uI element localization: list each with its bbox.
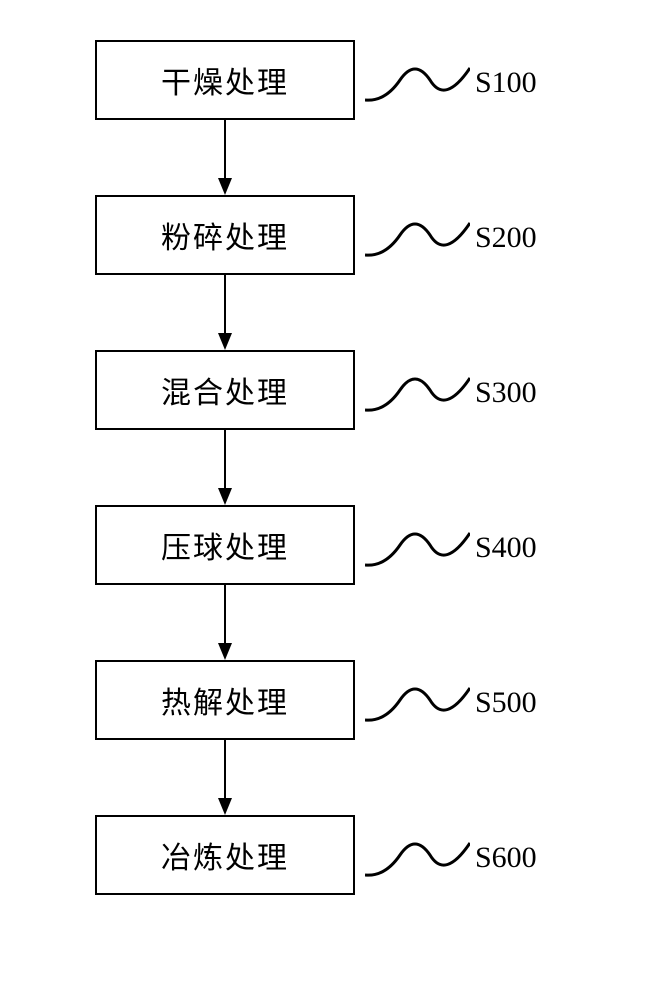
node-box-mixing: 混合处理 <box>95 350 355 430</box>
flowchart-container: 干燥处理 S100 粉碎处理 S200 <box>95 40 595 895</box>
step-label: S500 <box>475 686 537 720</box>
flow-step-3: 混合处理 S300 <box>95 350 595 430</box>
arrow-down-icon <box>215 120 235 195</box>
flow-step-6: 冶炼处理 S600 <box>95 815 595 895</box>
squiggle-connector: S600 <box>365 835 537 880</box>
arrow-down-icon <box>215 430 235 505</box>
squiggle-icon <box>365 60 470 105</box>
arrow-down-icon <box>215 275 235 350</box>
node-box-pelletizing: 压球处理 <box>95 505 355 585</box>
squiggle-icon <box>365 215 470 260</box>
flow-step-5: 热解处理 S500 <box>95 660 595 740</box>
flow-step-4: 压球处理 S400 <box>95 505 595 585</box>
arrow-connector <box>95 120 355 195</box>
squiggle-connector: S400 <box>365 525 537 570</box>
step-label: S400 <box>475 531 537 565</box>
squiggle-icon <box>365 835 470 880</box>
squiggle-icon <box>365 370 470 415</box>
node-box-pyrolysis: 热解处理 <box>95 660 355 740</box>
squiggle-connector: S100 <box>365 60 537 105</box>
arrow-connector <box>95 275 355 350</box>
node-text: 混合处理 <box>161 368 289 412</box>
node-box-crushing: 粉碎处理 <box>95 195 355 275</box>
arrow-connector <box>95 430 355 505</box>
step-label: S600 <box>475 841 537 875</box>
squiggle-icon <box>365 680 470 725</box>
flow-step-2: 粉碎处理 S200 <box>95 195 595 275</box>
node-text: 粉碎处理 <box>161 213 289 257</box>
arrow-connector <box>95 740 355 815</box>
node-box-drying: 干燥处理 <box>95 40 355 120</box>
step-label: S300 <box>475 376 537 410</box>
squiggle-connector: S300 <box>365 370 537 415</box>
node-text: 热解处理 <box>161 678 289 722</box>
squiggle-connector: S500 <box>365 680 537 725</box>
node-box-smelting: 冶炼处理 <box>95 815 355 895</box>
flow-step-1: 干燥处理 S100 <box>95 40 595 120</box>
node-text: 压球处理 <box>161 523 289 567</box>
node-text: 冶炼处理 <box>161 833 289 877</box>
arrow-connector <box>95 585 355 660</box>
squiggle-icon <box>365 525 470 570</box>
squiggle-connector: S200 <box>365 215 537 260</box>
step-label: S100 <box>475 66 537 100</box>
arrow-down-icon <box>215 740 235 815</box>
node-text: 干燥处理 <box>161 58 289 102</box>
arrow-down-icon <box>215 585 235 660</box>
step-label: S200 <box>475 221 537 255</box>
